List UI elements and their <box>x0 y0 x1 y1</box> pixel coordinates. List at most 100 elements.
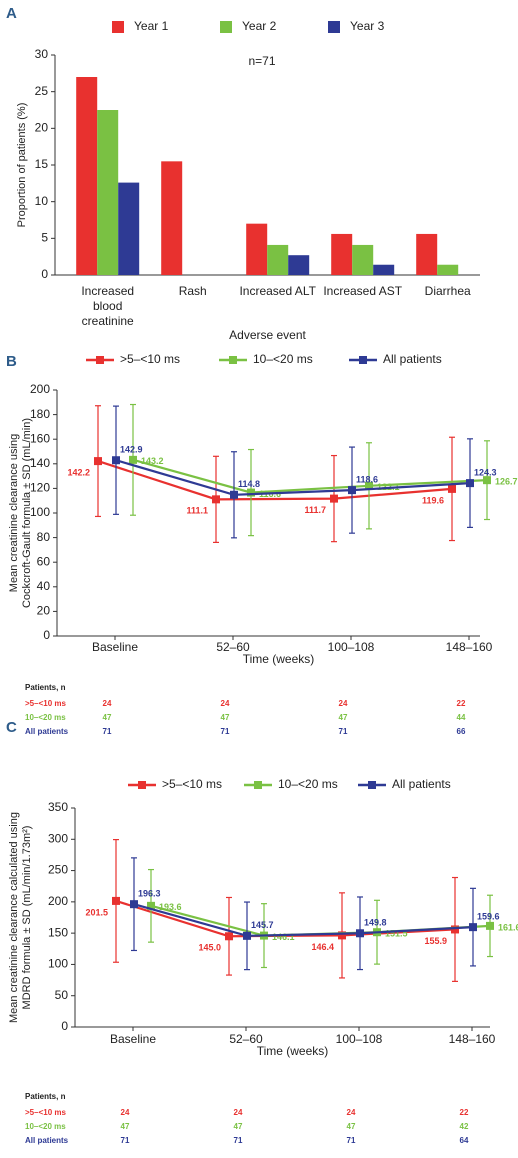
point <box>330 494 338 503</box>
y-tick-label: 5 <box>41 231 48 245</box>
point <box>147 901 155 910</box>
y-tick-label: 250 <box>48 863 68 877</box>
point <box>348 486 356 495</box>
table-cell: 47 <box>221 713 230 722</box>
y-tick-label: 350 <box>48 800 68 814</box>
table-row-label: >5–<10 ms <box>25 1108 66 1117</box>
data-label: 145.0 <box>198 943 221 953</box>
annotation: n=71 <box>248 54 275 68</box>
point <box>230 490 238 499</box>
table-row-label: 10–<20 ms <box>25 713 66 722</box>
table-cell: 71 <box>234 1136 243 1145</box>
bar <box>288 255 310 275</box>
legend-label: 10–<20 ms <box>278 777 338 791</box>
x-axis-label: Time (weeks) <box>257 1044 329 1058</box>
table-row-label: All patients <box>25 1136 69 1145</box>
legend-label: Year 3 <box>350 19 385 33</box>
x-axis-label: Adverse event <box>229 328 306 342</box>
y-tick-label: 40 <box>37 579 51 593</box>
bar <box>76 77 98 275</box>
table-cell: 24 <box>121 1108 130 1117</box>
table-row-label: >5–<10 ms <box>25 699 66 708</box>
point <box>112 896 120 905</box>
bar <box>437 264 459 275</box>
data-label: 114.8 <box>238 479 260 489</box>
legend-swatch <box>112 21 124 33</box>
data-label: 201.5 <box>85 907 108 917</box>
point <box>451 925 459 934</box>
y-tick-label: 80 <box>37 530 51 544</box>
point <box>483 476 491 485</box>
bar <box>97 110 119 275</box>
panel-letter: A <box>6 5 17 22</box>
bar <box>331 233 353 275</box>
point <box>212 495 220 504</box>
y-tick-label: 60 <box>37 554 51 568</box>
point <box>129 455 137 464</box>
data-label: 159.6 <box>477 912 500 922</box>
legend-marker <box>96 356 104 364</box>
data-label: 149.8 <box>364 918 387 928</box>
data-label: 111.1 <box>186 506 208 516</box>
legend-label: Year 2 <box>242 19 277 33</box>
x-tick-label: Baseline <box>110 1032 156 1046</box>
table-cell: 42 <box>460 1122 469 1131</box>
y-axis-label: Mean creatinine clearance usingCockcroft… <box>8 418 33 608</box>
x-tick-label: Increased blood creatinine <box>81 284 134 328</box>
point <box>94 457 102 466</box>
legend-swatch <box>220 21 232 33</box>
table-cell: 24 <box>221 699 230 708</box>
y-tick-label: 25 <box>35 84 49 98</box>
point <box>469 923 477 932</box>
x-axis-label: Time (weeks) <box>243 652 315 666</box>
legend-label: All patients <box>392 777 451 791</box>
y-tick-label: 180 <box>30 407 50 421</box>
y-tick-label: 160 <box>30 431 50 445</box>
table-cell: 47 <box>347 1122 356 1131</box>
data-label: 126.7 <box>495 477 518 487</box>
panel-letter: C <box>6 719 17 736</box>
legend-marker <box>138 781 146 789</box>
y-tick-label: 20 <box>37 604 51 618</box>
data-label: 124.3 <box>474 467 497 477</box>
x-tick-label: Diarrhea <box>425 284 471 298</box>
series-line <box>115 459 471 496</box>
table-row-label: 10–<20 ms <box>25 1122 66 1131</box>
y-tick-label: 200 <box>30 382 50 396</box>
y-tick-label: 200 <box>48 894 68 908</box>
x-tick-label: Baseline <box>92 640 138 654</box>
table-cell: 71 <box>339 727 348 736</box>
table-cell: 47 <box>121 1122 130 1131</box>
x-tick-label: 148–160 <box>449 1032 496 1046</box>
y-tick-label: 30 <box>35 47 49 61</box>
y-tick-label: 0 <box>41 267 48 281</box>
x-tick-label: Rash <box>179 284 207 298</box>
series-line <box>132 458 488 494</box>
table-cell: 24 <box>103 699 112 708</box>
y-tick-label: 100 <box>30 505 50 519</box>
table-title: Patients, n <box>25 683 66 692</box>
table-cell: 22 <box>457 699 466 708</box>
bar <box>246 223 268 275</box>
table-cell: 44 <box>457 713 466 722</box>
data-label: 119.6 <box>422 495 444 505</box>
bar <box>118 182 140 275</box>
y-tick-label: 0 <box>43 628 50 642</box>
legend-label: >5–<10 ms <box>162 777 222 791</box>
table-cell: 24 <box>234 1108 243 1117</box>
data-label: 161.6 <box>498 922 518 932</box>
table-cell: 71 <box>347 1136 356 1145</box>
data-label: 142.2 <box>67 467 90 477</box>
bar <box>416 233 438 275</box>
point <box>365 481 373 490</box>
legend-marker <box>359 356 367 364</box>
point <box>448 484 456 493</box>
table-cell: 47 <box>103 713 112 722</box>
point <box>247 488 255 497</box>
legend-marker <box>254 781 262 789</box>
table-cell: 24 <box>339 699 348 708</box>
legend-label: >5–<10 ms <box>120 352 180 366</box>
point <box>356 929 364 938</box>
data-label: 193.6 <box>159 902 182 912</box>
